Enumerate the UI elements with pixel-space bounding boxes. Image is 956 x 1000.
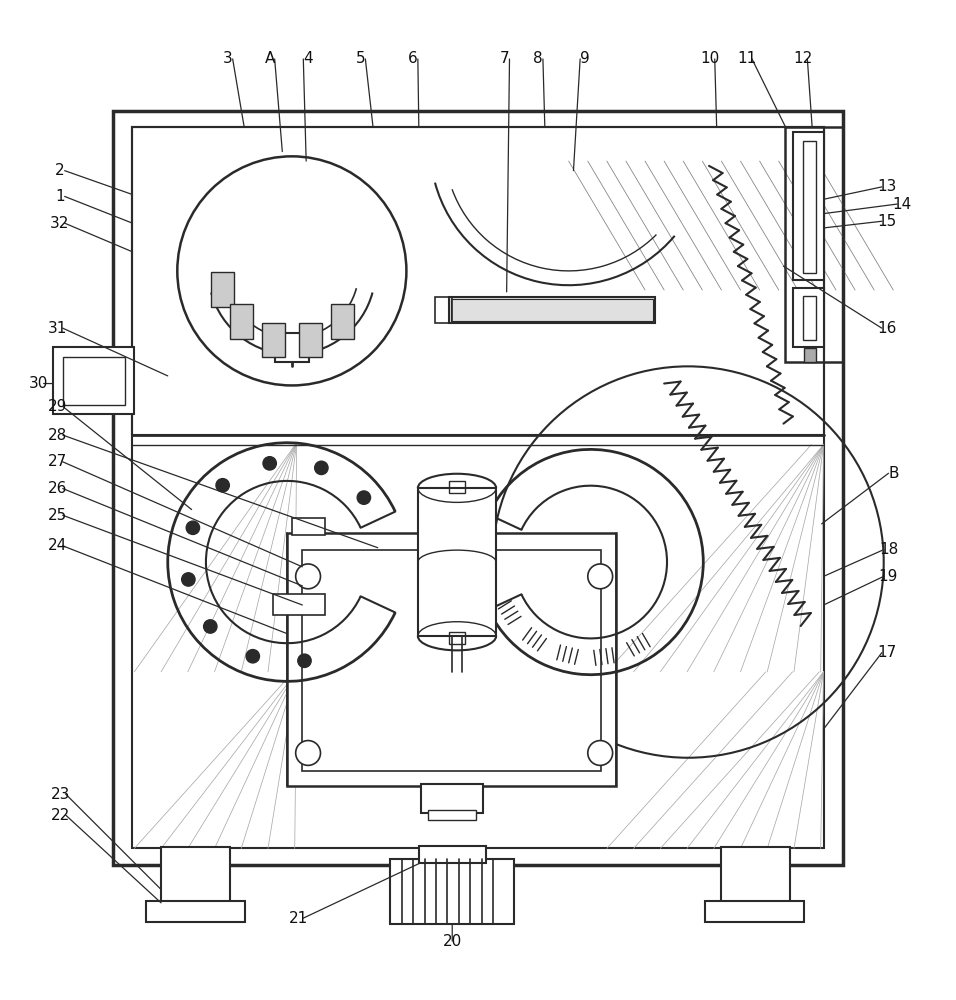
Text: 27: 27	[49, 454, 68, 469]
Circle shape	[216, 479, 229, 492]
Text: 26: 26	[49, 481, 68, 496]
Bar	[211, 272, 234, 307]
Text: 23: 23	[52, 787, 71, 802]
Bar	[449, 297, 655, 323]
Bar	[146, 901, 245, 922]
Bar	[435, 297, 452, 323]
Text: 2: 2	[55, 163, 65, 178]
Bar	[331, 304, 354, 339]
Circle shape	[358, 491, 371, 504]
Text: 31: 31	[49, 321, 68, 336]
Circle shape	[204, 620, 217, 633]
Text: 17: 17	[877, 645, 896, 660]
Text: 4: 4	[303, 51, 313, 66]
Circle shape	[315, 461, 328, 475]
Text: 10: 10	[701, 51, 720, 66]
Circle shape	[177, 156, 406, 385]
Text: 6: 6	[408, 51, 418, 66]
Text: 15: 15	[877, 214, 896, 229]
Bar	[418, 488, 496, 636]
Bar	[63, 357, 125, 405]
Text: 19: 19	[879, 569, 899, 584]
Text: 13: 13	[877, 179, 897, 194]
Circle shape	[588, 564, 613, 589]
Bar	[274, 333, 309, 362]
Bar	[292, 518, 325, 535]
Bar	[54, 347, 135, 414]
Text: 16: 16	[877, 321, 897, 336]
Bar	[449, 632, 465, 644]
Text: 14: 14	[892, 197, 911, 212]
Bar	[421, 784, 483, 813]
Text: 29: 29	[49, 399, 68, 414]
Bar	[299, 323, 322, 357]
Text: 22: 22	[52, 808, 71, 823]
Text: 18: 18	[879, 542, 898, 557]
Bar	[133, 127, 823, 848]
Bar	[133, 127, 823, 435]
Bar	[302, 550, 601, 771]
Bar	[428, 810, 476, 820]
Text: 21: 21	[289, 911, 308, 926]
Bar	[786, 127, 842, 362]
Text: 20: 20	[443, 934, 462, 949]
Circle shape	[295, 741, 320, 765]
Circle shape	[588, 741, 613, 765]
Bar	[287, 533, 617, 786]
Bar	[803, 141, 815, 273]
Bar	[793, 132, 823, 280]
Circle shape	[182, 573, 195, 586]
Bar	[803, 296, 815, 340]
Text: 1: 1	[55, 189, 65, 204]
Circle shape	[246, 650, 259, 663]
Text: 25: 25	[49, 508, 68, 523]
Text: 12: 12	[793, 51, 813, 66]
Circle shape	[298, 654, 311, 667]
Bar	[419, 846, 486, 863]
Text: 5: 5	[356, 51, 365, 66]
Text: 9: 9	[580, 51, 590, 66]
Text: 28: 28	[49, 428, 68, 443]
Circle shape	[263, 457, 276, 470]
Bar	[390, 859, 514, 924]
Bar	[805, 348, 815, 362]
Bar	[449, 481, 465, 493]
Text: 24: 24	[49, 538, 68, 553]
Bar	[722, 847, 791, 903]
Text: 32: 32	[51, 216, 70, 231]
Bar	[451, 299, 653, 321]
Text: 3: 3	[223, 51, 232, 66]
Bar	[706, 901, 805, 922]
Bar	[161, 847, 229, 903]
Circle shape	[186, 521, 200, 534]
Text: 7: 7	[500, 51, 510, 66]
Bar	[114, 111, 842, 865]
Circle shape	[295, 564, 320, 589]
Text: 8: 8	[533, 51, 543, 66]
Bar	[262, 323, 285, 357]
Bar	[229, 304, 252, 339]
Bar	[488, 538, 569, 586]
Text: 11: 11	[738, 51, 757, 66]
Text: B: B	[888, 466, 899, 481]
Text: 30: 30	[30, 376, 49, 391]
Bar	[793, 288, 823, 347]
Text: A: A	[265, 51, 275, 66]
Bar	[272, 594, 325, 615]
